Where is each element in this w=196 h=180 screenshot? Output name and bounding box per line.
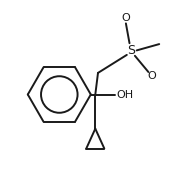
Text: OH: OH (116, 89, 133, 100)
Text: S: S (127, 44, 135, 57)
Text: O: O (148, 71, 156, 81)
Text: O: O (122, 13, 130, 23)
